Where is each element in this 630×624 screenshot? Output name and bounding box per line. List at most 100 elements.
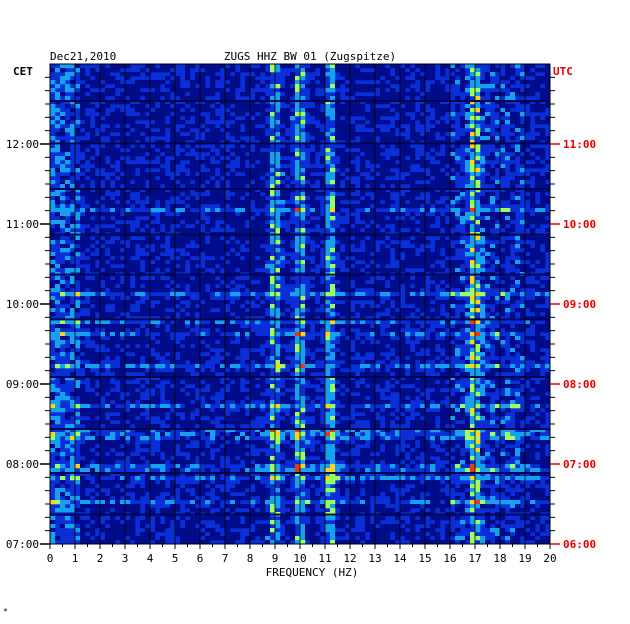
spectrogram-cell — [135, 340, 141, 345]
spectrogram-cell — [540, 288, 546, 293]
spectrogram-cell — [310, 68, 316, 73]
spectrogram-cell — [130, 328, 136, 333]
spectrogram-cell — [155, 116, 161, 121]
spectrogram-cell — [80, 92, 86, 97]
spectrogram-cell — [275, 132, 281, 137]
spectrogram-cell — [465, 308, 471, 313]
spectrogram-cell — [320, 132, 326, 137]
spectrogram-cell — [305, 340, 311, 345]
spectrogram-cell — [140, 368, 146, 373]
spectrogram-cell — [445, 244, 451, 249]
spectrogram-cell — [185, 124, 191, 129]
spectrogram-cell — [70, 304, 76, 309]
spectrogram-cell — [430, 208, 436, 213]
spectrogram-cell — [445, 140, 451, 145]
spectrogram-cell — [75, 364, 81, 369]
spectrogram-cell — [205, 324, 211, 329]
spectrogram-cell — [500, 252, 506, 257]
spectrogram-cell — [145, 176, 151, 181]
spectrogram-cell — [170, 236, 176, 241]
spectrogram-cell — [425, 228, 431, 233]
spectrogram-cell — [295, 236, 301, 241]
spectrogram-cell — [510, 184, 516, 189]
spectrogram-cell — [475, 164, 481, 169]
spectrogram-cell — [300, 112, 306, 117]
spectrogram-cell — [450, 200, 456, 205]
spectrogram-cell — [225, 360, 231, 365]
spectrogram-cell — [455, 204, 461, 209]
spectrogram-cell — [485, 208, 491, 213]
spectrogram-cell — [310, 160, 316, 165]
spectrogram-cell — [105, 116, 111, 121]
spectrogram-cell — [155, 172, 161, 177]
spectrogram-cell — [500, 224, 506, 229]
spectrogram-cell — [65, 96, 71, 101]
spectrogram-cell — [120, 268, 126, 273]
spectrogram-cell — [405, 72, 411, 77]
spectrogram-cell — [345, 76, 351, 81]
spectrogram-cell — [320, 392, 326, 397]
spectrogram-cell — [110, 120, 116, 125]
spectrogram-cell — [535, 104, 541, 109]
spectrogram-cell — [500, 276, 506, 281]
spectrogram-cell — [50, 260, 56, 265]
spectrogram-cell — [390, 88, 396, 93]
spectrogram-cell — [545, 288, 550, 293]
spectrogram-cell — [160, 64, 166, 69]
spectrogram-cell — [55, 108, 61, 113]
spectrogram-cell — [325, 248, 331, 253]
spectrogram-cell — [75, 344, 81, 349]
spectrogram-cell — [345, 140, 351, 145]
spectrogram-cell — [515, 328, 521, 333]
spectrogram-cell — [195, 188, 201, 193]
spectrogram-cell — [320, 320, 326, 325]
spectrogram-cell — [170, 148, 176, 153]
spectrogram-cell — [125, 292, 131, 297]
spectrogram-cell — [530, 336, 536, 341]
spectrogram-cell — [360, 336, 366, 341]
spectrogram-cell — [235, 380, 241, 385]
spectrogram-cell — [410, 320, 416, 325]
spectrogram-cell — [250, 392, 256, 397]
spectrogram-cell — [450, 268, 456, 273]
spectrogram-cell — [545, 284, 550, 289]
spectrogram-cell — [370, 312, 376, 317]
spectrogram-cell — [465, 324, 471, 329]
spectrogram-cell — [90, 96, 96, 101]
spectrogram-cell — [185, 248, 191, 253]
spectrogram-cell — [65, 248, 71, 253]
spectrogram-cell — [100, 300, 106, 305]
spectrogram-cell — [275, 172, 281, 177]
spectrogram-cell — [130, 268, 136, 273]
spectrogram-cell — [145, 340, 151, 345]
spectrogram-cell — [65, 64, 71, 69]
spectrogram-cell — [250, 388, 256, 393]
spectrogram-cell — [335, 324, 341, 329]
spectrogram-cell — [270, 220, 276, 225]
spectrogram-cell — [530, 384, 536, 389]
spectrogram-cell — [365, 392, 371, 397]
spectrogram-cell — [80, 236, 86, 241]
spectrogram-cell — [250, 84, 256, 89]
spectrogram-cell — [355, 308, 361, 313]
spectrogram-cell — [475, 128, 481, 133]
spectrogram-cell — [125, 368, 131, 373]
spectrogram-cell — [260, 360, 266, 365]
spectrogram-cell — [465, 116, 471, 121]
spectrogram-cell — [320, 64, 326, 69]
spectrogram-cell — [545, 160, 550, 165]
spectrogram-cell — [210, 392, 216, 397]
spectrogram-cell — [200, 120, 206, 125]
spectrogram-cell — [125, 100, 131, 105]
spectrogram-cell — [270, 264, 276, 269]
spectrogram-cell — [370, 136, 376, 141]
spectrogram-cell — [220, 288, 226, 293]
spectrogram-cell — [405, 296, 411, 301]
spectrogram-cell — [315, 144, 321, 149]
spectrogram-cell — [275, 84, 281, 89]
spectrogram-cell — [500, 296, 506, 301]
spectrogram-cell — [330, 228, 336, 233]
spectrogram-cell — [300, 76, 306, 81]
spectrogram-cell — [340, 168, 346, 173]
spectrogram-cell — [505, 64, 511, 69]
